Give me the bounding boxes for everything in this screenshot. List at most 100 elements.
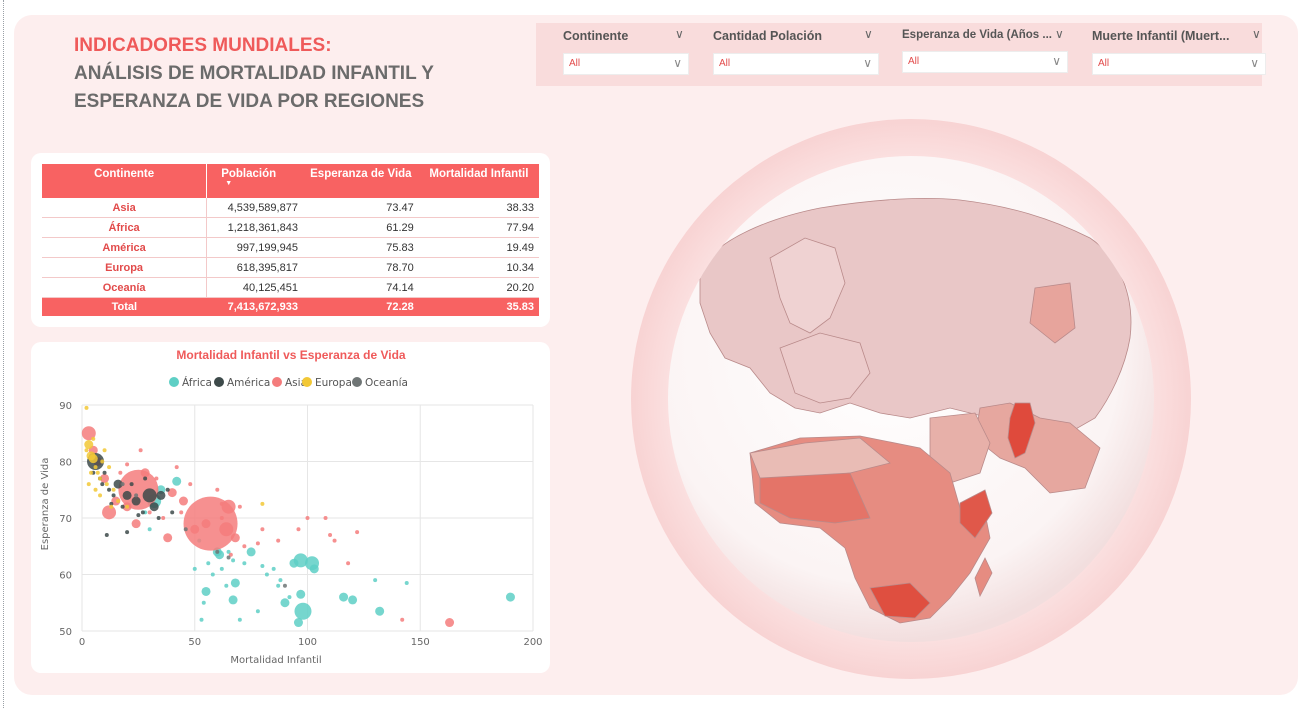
data-point[interactable] [86,482,91,487]
data-point[interactable] [348,595,358,605]
data-point[interactable] [305,516,310,520]
data-point[interactable] [142,488,157,503]
data-point[interactable] [355,530,360,535]
data-point[interactable] [215,487,220,492]
data-point[interactable] [328,532,333,537]
data-point[interactable] [165,487,170,492]
data-point[interactable] [156,490,166,500]
data-point[interactable] [505,592,515,602]
data-point[interactable] [125,462,130,467]
data-point[interactable] [154,476,159,481]
data-point[interactable] [95,470,100,475]
chevron-down-icon[interactable]: ∨ [675,27,684,41]
data-point[interactable] [242,544,247,549]
data-point[interactable] [88,454,98,464]
data-point[interactable] [118,470,123,475]
data-point[interactable] [282,583,287,588]
data-point[interactable] [375,606,385,616]
data-point[interactable] [156,516,161,520]
data-point[interactable] [255,541,260,546]
region-west-africa[interactable] [759,472,871,524]
data-point[interactable] [111,496,121,506]
data-point[interactable] [296,589,306,599]
data-point[interactable] [131,519,141,529]
table-row[interactable]: Europa 618,395,817 78.70 10.34 [42,257,539,278]
data-point[interactable] [100,459,105,464]
chevron-down-icon[interactable]: ∨ [1252,27,1261,41]
data-point[interactable] [210,572,215,577]
chevron-down-icon[interactable]: ∨ [1052,54,1061,68]
data-point[interactable] [230,533,240,543]
data-point[interactable] [224,583,229,588]
data-point[interactable] [260,564,265,569]
region-china-north[interactable] [1029,282,1076,344]
data-point[interactable] [332,538,337,543]
data-point[interactable] [346,561,351,566]
data-point[interactable] [161,516,166,520]
data-point[interactable] [149,502,159,512]
data-point[interactable] [219,516,224,520]
data-point[interactable] [134,493,139,498]
data-point[interactable] [129,482,134,487]
data-point[interactable] [228,595,238,605]
data-point[interactable] [91,436,96,441]
data-point[interactable] [98,493,103,498]
data-point[interactable] [163,533,173,543]
data-point[interactable] [287,595,292,600]
data-point[interactable] [188,482,193,487]
data-point[interactable] [147,510,152,515]
legend-label[interactable]: África [182,376,212,389]
region-horn-africa[interactable] [959,489,993,539]
data-point[interactable] [122,490,132,500]
data-point[interactable] [143,476,148,481]
data-point[interactable] [84,440,94,450]
data-point[interactable] [201,600,206,605]
data-point[interactable] [271,566,276,571]
data-point[interactable] [228,552,233,557]
header-esperanza[interactable]: Esperanza de Vida [302,164,419,198]
chart-points[interactable] [81,405,515,628]
data-point[interactable] [293,618,303,628]
filter-continente-select[interactable]: All ∨ [563,53,689,75]
data-point[interactable] [120,504,125,509]
data-point[interactable] [131,496,141,506]
data-point[interactable] [294,602,312,620]
data-point[interactable] [201,586,211,596]
data-point[interactable] [81,426,96,441]
data-point[interactable] [276,583,281,588]
data-point[interactable] [178,496,188,506]
data-point[interactable] [215,549,220,554]
data-point[interactable] [111,487,116,492]
data-point[interactable] [172,476,182,486]
data-point[interactable] [104,482,109,487]
data-point[interactable] [276,538,281,543]
data-point[interactable] [174,465,179,470]
legend-label[interactable]: Europa [315,377,352,389]
data-point[interactable] [179,510,184,515]
data-point[interactable] [289,558,299,568]
header-continente[interactable]: Continente [42,164,207,198]
data-point[interactable] [183,527,188,532]
legend-label[interactable]: Oceanía [365,377,408,389]
data-point[interactable] [260,501,265,506]
data-point[interactable] [296,527,301,532]
region-europe[interactable] [779,332,871,404]
chevron-down-icon[interactable]: ∨ [1250,56,1259,70]
data-point[interactable] [226,549,231,554]
data-point[interactable] [167,488,177,498]
data-point[interactable] [246,547,256,557]
data-point[interactable] [373,578,378,583]
data-point[interactable] [237,504,242,509]
data-point[interactable] [170,510,175,515]
data-point[interactable] [84,448,89,453]
data-point[interactable] [136,513,141,518]
data-point[interactable] [116,499,121,504]
data-point[interactable] [84,405,89,410]
data-point[interactable] [109,504,114,509]
data-point[interactable] [242,561,247,566]
data-point[interactable] [278,578,283,583]
data-point[interactable] [230,578,240,588]
data-point[interactable] [404,580,409,585]
filter-muerte-select[interactable]: All ∨ [1092,53,1266,75]
data-point[interactable] [231,558,236,563]
